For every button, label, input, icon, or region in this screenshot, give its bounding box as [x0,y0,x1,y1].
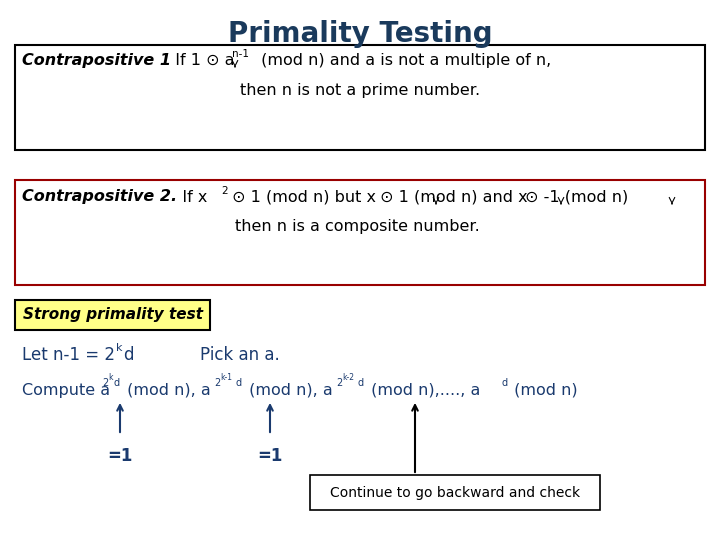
Text: d: d [114,378,120,388]
Text: 2: 2 [221,186,228,196]
Text: (mod n), a: (mod n), a [122,382,211,397]
Text: ⊙ 1 (mod n) but x: ⊙ 1 (mod n) but x [227,190,376,205]
Text: ⊙ 1 (mod n) and x: ⊙ 1 (mod n) and x [375,190,528,205]
Text: Compute a: Compute a [22,382,110,397]
Text: . If 1 ⊙ a: . If 1 ⊙ a [165,52,235,68]
Text: (mod n): (mod n) [509,382,577,397]
Text: d: d [236,378,242,388]
Bar [15,45,705,150]
Text: Strong primality test: Strong primality test [23,307,203,322]
Text: 2: 2 [102,378,108,388]
Text: d: d [123,346,133,364]
Text: n-1: n-1 [232,49,249,59]
Text: =1: =1 [107,447,132,465]
Text: k-2: k-2 [342,374,354,382]
Text: (mod n), a: (mod n), a [244,382,333,397]
Text: 2: 2 [336,378,342,388]
Text: d: d [501,378,507,388]
Text: If x: If x [167,190,207,205]
Text: Primality Testing: Primality Testing [228,20,492,48]
Text: k: k [116,343,122,353]
Bar [15,300,210,330]
Text: 2: 2 [214,378,220,388]
Text: Continue to go backward and check: Continue to go backward and check [330,485,580,500]
Text: (mod n) and a is not a multiple of n,: (mod n) and a is not a multiple of n, [256,52,552,68]
Text: k-1: k-1 [220,374,232,382]
Text: k: k [108,374,112,382]
Text: Pick an a.: Pick an a. [200,346,280,364]
Text: ⊙ -1 (mod n): ⊙ -1 (mod n) [520,190,629,205]
Text: then n is not a prime number.: then n is not a prime number. [240,83,480,98]
Text: then n is a composite number.: then n is a composite number. [235,219,480,234]
Text: =1: =1 [257,447,283,465]
Text: d: d [358,378,364,388]
Bar [310,475,600,510]
Bar [15,180,705,285]
Text: Let n-1 = 2: Let n-1 = 2 [22,346,115,364]
Text: Contrapositive 1: Contrapositive 1 [22,52,171,68]
Text: Contrapositive 2.: Contrapositive 2. [22,190,177,205]
Text: (mod n),...., a: (mod n),...., a [366,382,480,397]
